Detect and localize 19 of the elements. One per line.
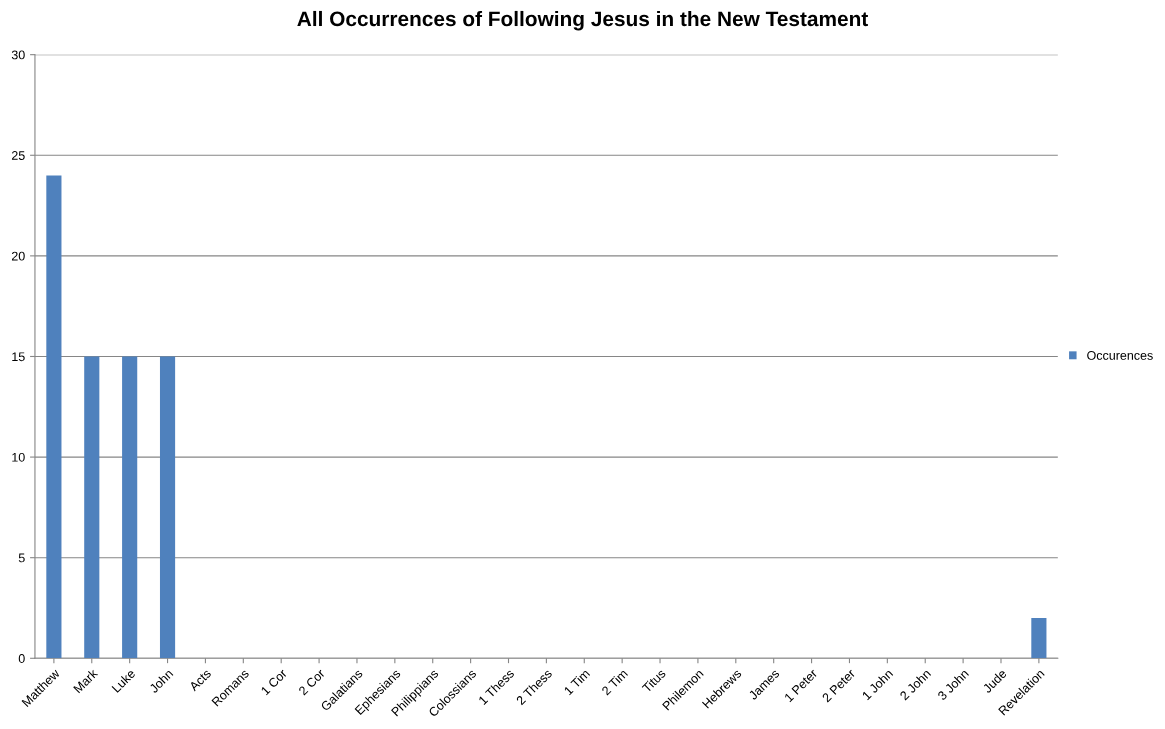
bar <box>84 356 100 659</box>
y-tick-label: 5 <box>18 553 25 563</box>
y-tick-label: 20 <box>11 251 25 261</box>
x-tick-label: Acts <box>188 668 212 692</box>
x-tick-label: 1 Tim <box>563 668 591 696</box>
y-tick-label: 30 <box>11 50 25 60</box>
bar <box>159 356 176 659</box>
x-tick-label: 2 Cor <box>298 668 326 696</box>
legend-label: Occurences <box>1087 350 1153 360</box>
bar <box>46 175 62 659</box>
x-tick-label: 2 Tim <box>600 668 628 696</box>
x-tick-label: 1 Cor <box>260 668 288 696</box>
y-tick-label: 25 <box>11 151 25 160</box>
y-tick-label: 10 <box>12 452 25 462</box>
y-tick-label: 15 <box>12 352 25 362</box>
y-tick-label: 0 <box>18 654 25 663</box>
bar <box>1031 618 1047 659</box>
chart-title: All Occurrences of Following Jesus in the New Testament <box>297 10 869 31</box>
bar <box>122 356 138 659</box>
